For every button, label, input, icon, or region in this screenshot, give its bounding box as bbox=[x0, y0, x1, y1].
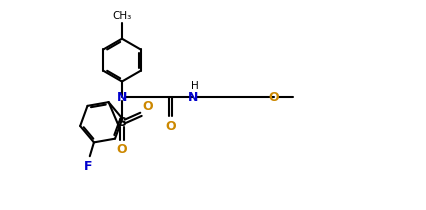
Text: S: S bbox=[117, 117, 126, 129]
Text: H: H bbox=[190, 81, 198, 91]
Text: N: N bbox=[117, 91, 127, 104]
Text: O: O bbox=[268, 91, 279, 104]
Text: O: O bbox=[142, 100, 153, 113]
Text: O: O bbox=[116, 143, 127, 156]
Text: CH₃: CH₃ bbox=[112, 11, 131, 21]
Text: F: F bbox=[83, 160, 92, 173]
Text: N: N bbox=[187, 91, 198, 104]
Text: O: O bbox=[164, 119, 175, 133]
